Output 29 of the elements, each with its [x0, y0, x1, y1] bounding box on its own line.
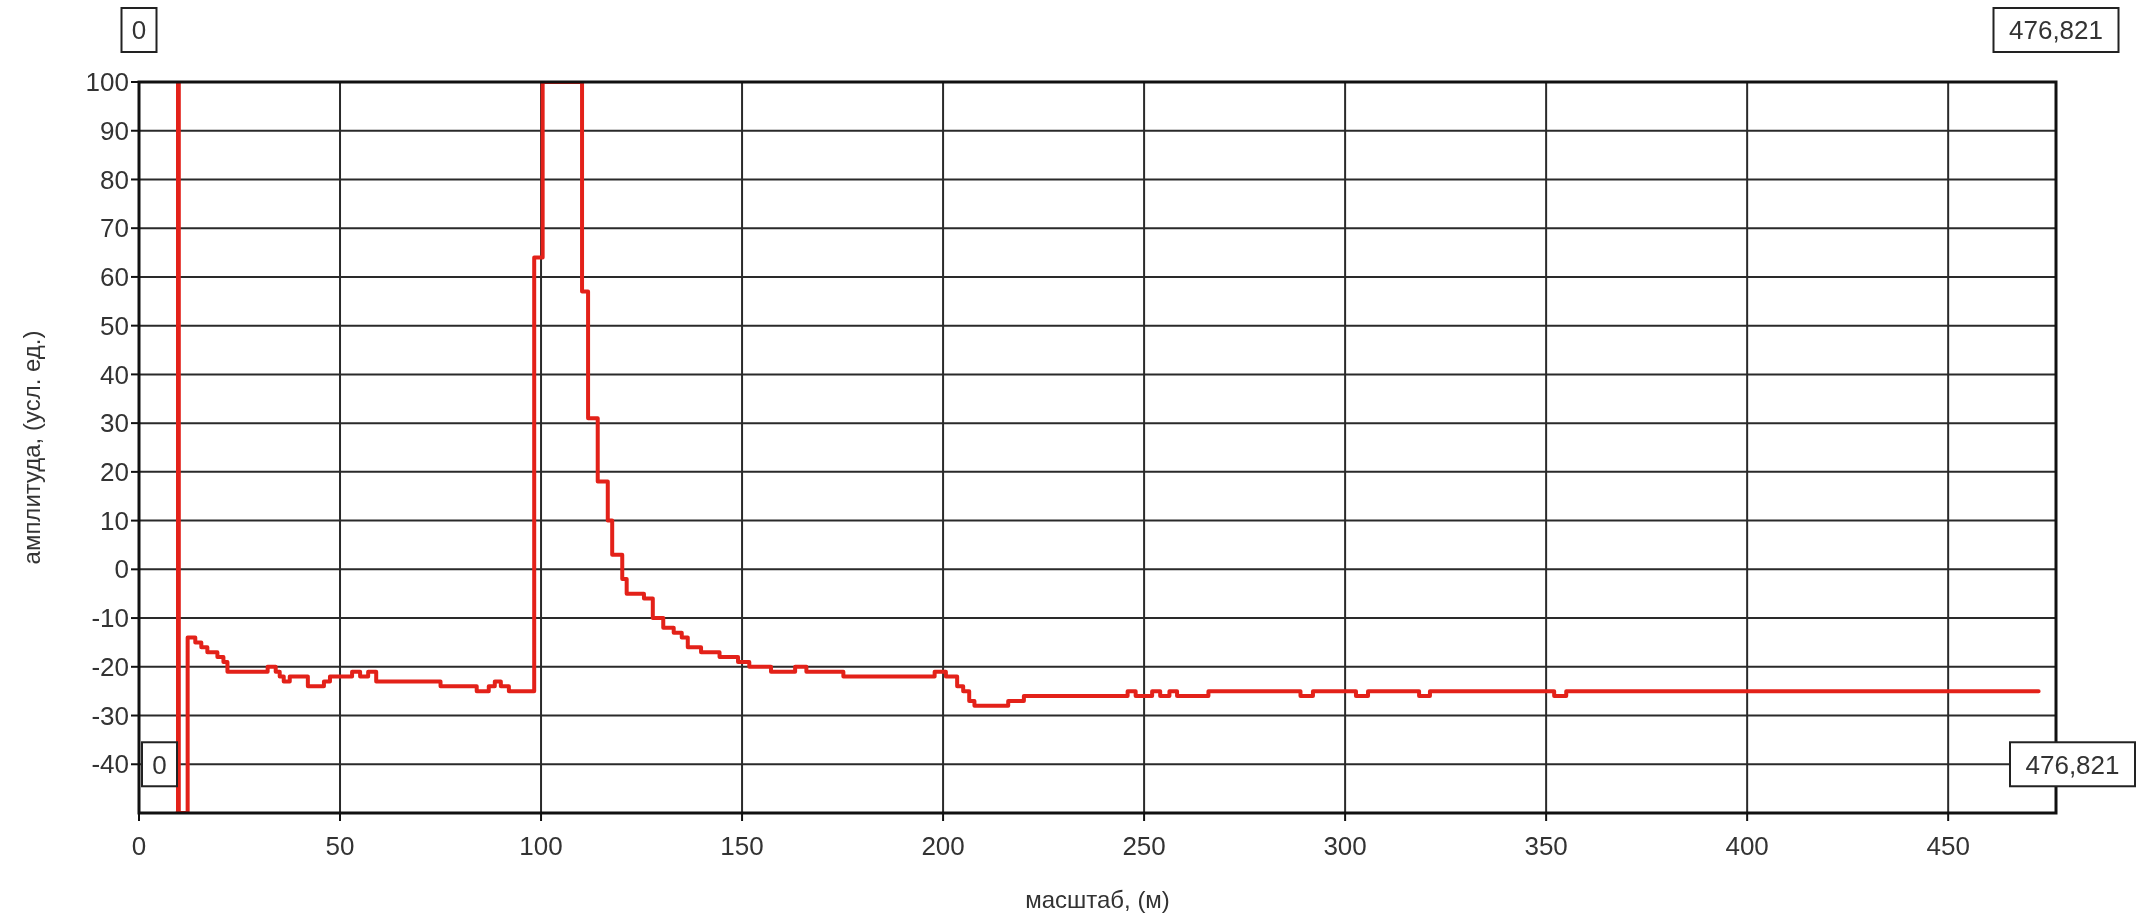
y-tick-label: 20 [100, 456, 129, 487]
y-tick-label: -40 [91, 749, 129, 780]
y-tick-label: 40 [100, 359, 129, 390]
x-tick-label: 150 [720, 831, 764, 861]
annotation: 476,821 [2025, 749, 2120, 780]
y-axis-title: амплитуда, (усл. ед.) [18, 330, 45, 565]
x-tick-label: 350 [1524, 831, 1568, 861]
x-tick-label: 400 [1725, 831, 1769, 861]
y-tick-label: 100 [85, 67, 129, 98]
y-tick-label: 70 [100, 213, 129, 244]
y-tick-label: -30 [91, 700, 129, 731]
y-tick-label: -10 [91, 603, 129, 634]
x-tick-label: 300 [1323, 831, 1367, 861]
x-tick-label: 100 [519, 831, 563, 861]
x-tick-label: 200 [921, 831, 965, 861]
y-tick-label: 60 [100, 262, 129, 293]
y-tick-label: 0 [114, 554, 129, 585]
x-axis-title: масштаб, (м) [1025, 886, 1170, 913]
y-tick-label: 80 [100, 164, 129, 195]
x-tick-label: 250 [1122, 831, 1166, 861]
y-tick-label: 30 [100, 408, 129, 439]
text: 476,821 [2009, 15, 2103, 46]
x-tick-label: 450 [1926, 831, 1970, 861]
y-tick-label: 10 [100, 505, 129, 536]
y-tick-label: 50 [100, 310, 129, 341]
y-tick-label: -20 [91, 651, 129, 682]
y-tick-label: 90 [100, 115, 129, 146]
x-tick-label: 50 [325, 831, 355, 861]
annotation: 0 [152, 749, 167, 780]
